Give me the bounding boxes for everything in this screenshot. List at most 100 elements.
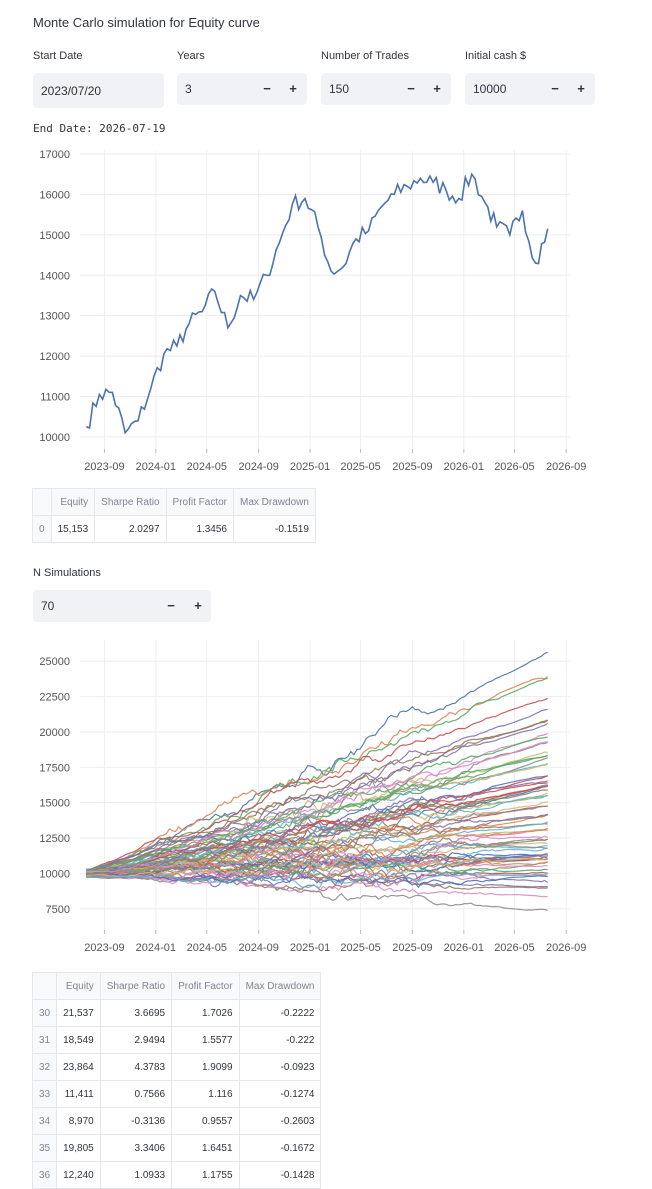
y-tick-label: 13000: [39, 311, 70, 323]
table-cell: 21,537: [56, 999, 101, 1027]
initial-cash-value: 10000: [473, 82, 507, 96]
num-trades-increment-button[interactable]: +: [433, 81, 441, 96]
initial-cash-increment-button[interactable]: +: [577, 81, 585, 96]
simulation-paths: [86, 651, 549, 911]
index-header[interactable]: [32, 488, 52, 516]
simulation-path: [86, 868, 548, 887]
y-tick-label: 17000: [39, 149, 70, 161]
x-tick-label: 2026-01: [444, 942, 484, 954]
num-trades-label: Number of Trades: [321, 50, 410, 62]
n-simulations-label: N Simulations: [33, 567, 101, 579]
x-tick-label: 2025-01: [290, 942, 330, 954]
simulation-path: [86, 834, 548, 873]
y-tick-label: 15000: [39, 230, 70, 242]
column-header[interactable]: Sharpe Ratio: [94, 488, 167, 516]
y-tick-label: 12000: [39, 351, 70, 363]
row-index: 30: [31, 999, 58, 1027]
table-row: 30 21,537 3.6695 1.7026 -0.2222: [31, 999, 322, 1027]
simulation-path: [86, 871, 548, 889]
x-tick-label: 2025-01: [290, 461, 330, 473]
table-cell: 1.7026: [171, 999, 240, 1027]
table-cell: 3.3406: [99, 1134, 173, 1162]
start-date-value: 2023/07/20: [41, 84, 102, 98]
table-cell: -0.0923: [238, 1053, 322, 1081]
x-tick-label: 2023-09: [84, 942, 124, 954]
num-trades-decrement-button[interactable]: −: [407, 81, 415, 96]
row-index: 33: [31, 1080, 58, 1108]
end-date-text: End Date: 2026-07-19: [33, 122, 166, 135]
y-tick-label: 14000: [39, 270, 70, 282]
num-trades-input[interactable]: 150 − +: [321, 73, 451, 105]
table-cell: 15,153: [50, 515, 96, 543]
x-tick-label: 2024-05: [187, 942, 227, 954]
table-cell: -0.1274: [238, 1080, 322, 1108]
row-index: 31: [31, 1026, 58, 1054]
simulation-path: [86, 722, 549, 874]
start-date-input[interactable]: 2023/07/20: [33, 73, 164, 108]
years-label: Years: [177, 50, 205, 62]
table-cell: 1.5577: [171, 1026, 240, 1054]
x-tick-label: 2024-01: [136, 461, 176, 473]
table-cell: 1.3456: [165, 515, 235, 543]
start-date-label: Start Date: [33, 50, 83, 62]
initial-cash-decrement-button[interactable]: −: [551, 81, 559, 96]
column-header[interactable]: Equity: [56, 972, 101, 1000]
table-cell: 1.116: [171, 1080, 240, 1108]
table-cell: 23,864: [56, 1053, 101, 1081]
y-tick-label: 16000: [39, 189, 70, 201]
column-header[interactable]: Profit Factor: [165, 488, 235, 516]
column-header[interactable]: Max Drawdown: [238, 972, 322, 1000]
y-tick-label: 17500: [39, 762, 70, 774]
y-tick-label: 10000: [39, 868, 70, 880]
initial-cash-label: Initial cash $: [465, 50, 527, 62]
table-row: 36 12,240 1.0933 1.1755 -0.1428: [31, 1161, 322, 1189]
equity-series-line: [86, 172, 549, 435]
table-cell: 1.9099: [171, 1053, 240, 1081]
x-tick-label: 2026-05: [494, 942, 534, 954]
simulation-path: [86, 775, 548, 876]
table-cell: 12,240: [56, 1161, 101, 1189]
table-cell: 0.7566: [99, 1080, 173, 1108]
simulation-path: [86, 857, 548, 878]
y-tick-label: 22500: [39, 692, 70, 704]
row-index: 34: [31, 1107, 58, 1135]
table-row: 33 11,411 0.7566 1.116 -0.1274: [31, 1080, 322, 1108]
y-tick-label: 7500: [46, 904, 70, 916]
simulation-path: [86, 863, 548, 878]
n-simulations-input[interactable]: 70 − +: [33, 590, 211, 622]
years-value: 3: [185, 82, 192, 96]
x-tick-label: 2026-05: [494, 461, 534, 473]
x-tick-label: 2025-09: [392, 942, 432, 954]
years-decrement-button[interactable]: −: [263, 81, 271, 96]
simulation-path: [86, 795, 548, 876]
table-cell: -0.222: [238, 1026, 322, 1054]
column-header[interactable]: Sharpe Ratio: [99, 972, 173, 1000]
column-header[interactable]: Profit Factor: [171, 972, 240, 1000]
index-header[interactable]: [31, 972, 58, 1000]
simulation-stats-table: Equity Sharpe Ratio Profit Factor Max Drawd…: [31, 972, 322, 1189]
table-cell: -0.1428: [238, 1161, 322, 1189]
simulation-path: [86, 780, 548, 875]
years-increment-button[interactable]: +: [289, 81, 297, 96]
table-cell: 2.0297: [94, 515, 167, 543]
simulation-path: [86, 872, 548, 889]
n-simulations-increment-button[interactable]: +: [194, 598, 202, 613]
column-header[interactable]: Equity: [50, 488, 96, 516]
x-tick-label: 2024-01: [136, 942, 176, 954]
x-tick-label: 2025-05: [340, 942, 380, 954]
simulation-path: [86, 719, 548, 875]
y-tick-label: 20000: [39, 727, 70, 739]
table-cell: 1.6451: [171, 1134, 240, 1162]
n-simulations-decrement-button[interactable]: −: [167, 598, 175, 613]
equity-stats-table: Equity Sharpe Ratio Profit Factor Max Drawd…: [32, 488, 316, 543]
simulation-path: [86, 719, 549, 871]
years-input[interactable]: 3 − +: [177, 73, 307, 105]
y-tick-label: 25000: [39, 656, 70, 668]
y-tick-label: 11000: [40, 391, 70, 403]
equity-curve-chart: 10000 11000 12000 13000 14000 15000 16000 17000…: [39, 149, 586, 473]
column-header[interactable]: Max Drawdown: [233, 488, 316, 516]
table-cell: 0.9557: [171, 1107, 240, 1135]
x-tick-label: 2026-09: [546, 942, 586, 954]
x-tick-label: 2024-05: [187, 461, 227, 473]
initial-cash-input[interactable]: 10000 − +: [465, 73, 595, 105]
